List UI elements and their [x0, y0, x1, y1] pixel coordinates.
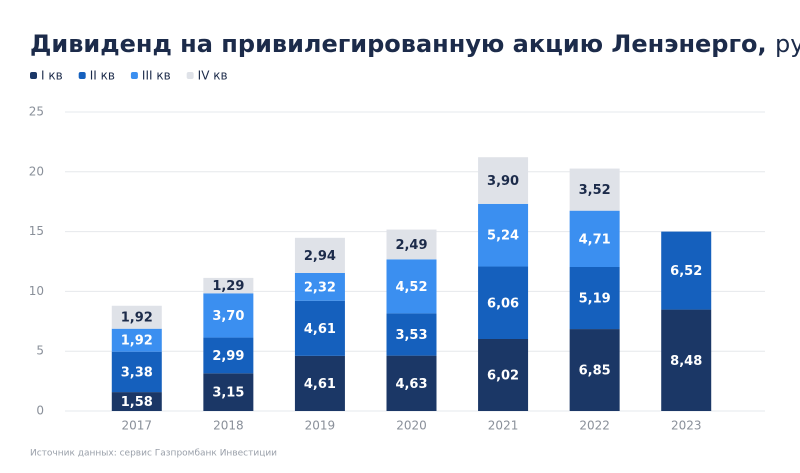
legend-swatch — [30, 72, 37, 79]
x-tick-label: 2023 — [671, 419, 702, 433]
legend-label: IV кв — [198, 69, 228, 83]
bar-segment — [203, 373, 254, 411]
title-text: Дивиденд на привилегированную акцию Ленэ… — [30, 30, 767, 58]
bar-segment — [478, 266, 529, 340]
x-tick-label: 2018 — [213, 419, 244, 433]
data-label: 3,38 — [121, 365, 153, 380]
bar-segment — [294, 272, 345, 301]
y-tick-label: 25 — [29, 105, 44, 119]
bar-segment — [203, 293, 254, 338]
bar-segment — [569, 267, 620, 330]
data-label: 3,15 — [212, 386, 244, 401]
data-label: 5,24 — [487, 229, 519, 244]
data-label: 3,90 — [487, 174, 519, 189]
bar-segment — [661, 231, 712, 310]
x-tick-label: 2022 — [579, 419, 610, 433]
data-label: 8,48 — [670, 354, 702, 369]
data-label: 2,32 — [304, 280, 336, 295]
bar-segment — [294, 237, 345, 273]
legend-label: I кв — [41, 69, 63, 83]
legend-label: II кв — [90, 69, 115, 83]
y-tick-label: 15 — [29, 224, 44, 238]
source: Источник данных: сервис Газпромбанк Инве… — [30, 449, 277, 459]
title-unit: руб — [775, 30, 800, 58]
data-label: 1,29 — [212, 279, 244, 294]
x-tick-label: 2017 — [122, 419, 153, 433]
data-label: 6,02 — [487, 369, 519, 384]
data-label: 3,53 — [395, 328, 427, 343]
y-tick-label: 10 — [29, 284, 44, 298]
data-label: 1,92 — [121, 334, 153, 349]
data-label: 4,71 — [579, 232, 611, 247]
legend-label: III кв — [142, 69, 171, 83]
bar-segment — [386, 229, 437, 260]
bar-segment — [386, 313, 437, 356]
bar-segment — [111, 305, 162, 329]
data-label: 4,61 — [304, 322, 336, 337]
bar-segment — [569, 168, 620, 211]
bar-segment — [478, 339, 529, 411]
x-tick-label: 2021 — [488, 419, 519, 433]
data-label: 4,61 — [304, 377, 336, 392]
data-label: 4,52 — [395, 280, 427, 295]
bar-segment — [294, 300, 345, 356]
data-label: 3,70 — [212, 309, 244, 324]
bar-segment — [478, 157, 529, 204]
bar-segment — [478, 203, 529, 267]
bar-segment — [661, 309, 712, 411]
y-tick-label: 20 — [29, 164, 44, 178]
bar-segment — [294, 355, 345, 411]
chart-title: Дивиденд на привилегированную акцию Ленэ… — [30, 30, 800, 58]
data-label: 6,06 — [487, 296, 519, 311]
data-label: 6,52 — [670, 264, 702, 279]
data-label: 2,49 — [395, 238, 427, 253]
data-label: 1,92 — [121, 311, 153, 326]
bar-segment — [386, 355, 437, 411]
data-label: 2,94 — [304, 249, 336, 264]
bar-segment — [203, 337, 254, 374]
legend-swatch — [78, 72, 86, 79]
bar-segment — [111, 392, 162, 411]
bar-segment — [111, 351, 162, 393]
data-label: 5,19 — [579, 292, 611, 307]
x-tick-label: 2020 — [396, 419, 427, 433]
legend-swatch — [186, 72, 194, 79]
data-label: 2,99 — [212, 349, 244, 364]
bar-segment — [386, 259, 437, 314]
data-label: 6,85 — [579, 364, 611, 379]
data-label: 4,63 — [395, 377, 427, 392]
bar-segment — [569, 329, 620, 411]
bar-segment — [569, 210, 620, 268]
y-tick-label: 0 — [36, 404, 44, 418]
y-tick-label: 5 — [36, 344, 44, 358]
data-label: 3,52 — [579, 183, 611, 198]
legend-swatch — [130, 72, 138, 79]
bar-segment — [203, 277, 254, 294]
data-label: 1,58 — [121, 395, 153, 410]
x-tick-label: 2019 — [305, 419, 336, 433]
bar-segment — [111, 328, 162, 352]
